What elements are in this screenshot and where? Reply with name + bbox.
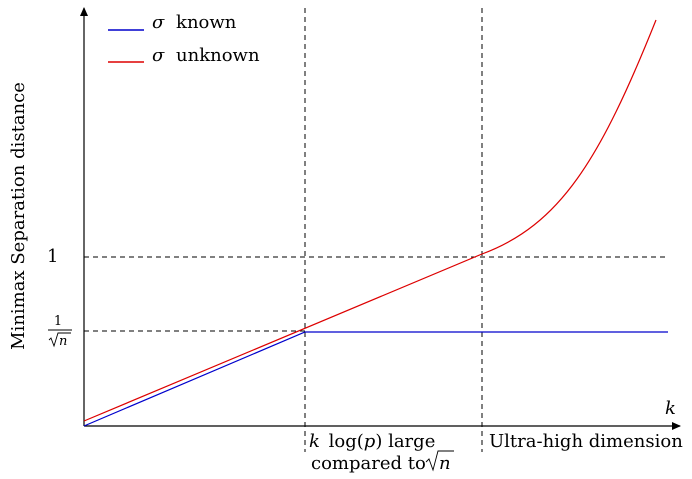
y-axis-label: Minimax Separation distance bbox=[8, 82, 29, 350]
legend-text-unknown: unknown bbox=[176, 45, 260, 66]
legend: σ known σ unknown bbox=[108, 12, 260, 66]
legend-label-unknown: σ unknown bbox=[152, 45, 260, 66]
region-label-line1: k log(p) large bbox=[309, 431, 435, 452]
y-tick-one: 1 bbox=[47, 246, 58, 267]
y-tick-inv-sqrt-n: 1 n bbox=[48, 314, 72, 349]
legend-symbol-unknown: σ bbox=[152, 45, 165, 66]
legend-symbol-known: σ bbox=[152, 12, 165, 33]
region-label-line2: compared to bbox=[311, 453, 426, 474]
region-label-line2-var: n bbox=[439, 453, 451, 474]
sigma-unknown-curve bbox=[83, 19, 657, 422]
sigma-known-curve bbox=[83, 331, 668, 427]
region-label-ultra-high: Ultra-high dimension bbox=[489, 431, 683, 452]
y-tick-inv-sqrt-n-denominator: n bbox=[59, 334, 67, 349]
legend-label-known: σ known bbox=[152, 12, 237, 33]
y-tick-inv-sqrt-n-numerator: 1 bbox=[54, 314, 62, 329]
legend-text-known: known bbox=[176, 12, 237, 33]
region-sqrt-radical bbox=[425, 450, 454, 472]
x-axis-label: k bbox=[665, 398, 676, 419]
y-tick-sqrt-radical bbox=[48, 332, 71, 348]
